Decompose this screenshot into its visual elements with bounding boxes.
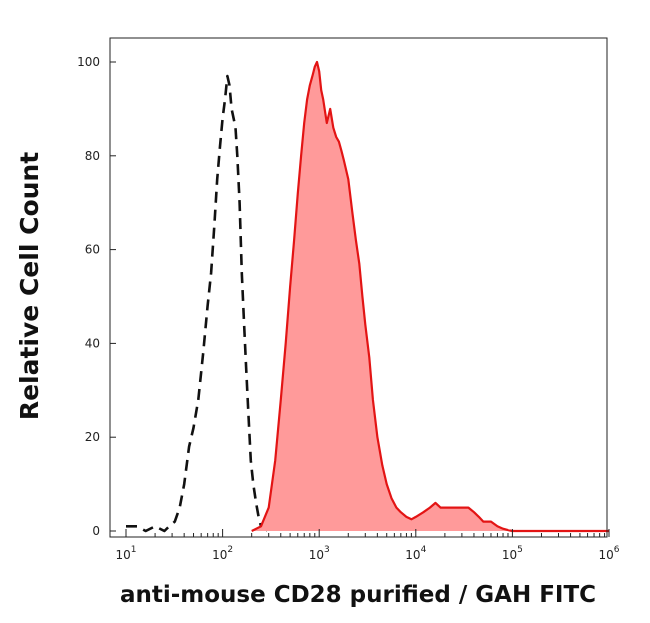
x-tick-label: 105 (502, 545, 523, 562)
plot-frame (109, 37, 608, 538)
x-axis-title: anti-mouse CD28 purified / GAH FITC (120, 582, 596, 608)
y-tick-label: 100 (77, 55, 100, 69)
series-1-line (251, 60, 609, 533)
y-tick-label: 60 (85, 243, 100, 257)
axes: 0 20 40 60 80 100 101 102 103 104 105 106 (77, 37, 620, 562)
x-tick-label: 103 (309, 545, 330, 562)
y-tick-label: 80 (85, 149, 100, 163)
y-tick-label: 40 (85, 336, 100, 350)
series-0-line (126, 74, 270, 533)
x-tick-label: 106 (598, 545, 619, 562)
x-tick-label: 102 (212, 545, 233, 562)
plot-area (126, 60, 609, 533)
y-tick-label: 0 (92, 524, 100, 538)
y-tick-label: 20 (85, 430, 100, 444)
y-axis-title: Relative Cell Count (15, 152, 44, 420)
x-tick-label: 104 (405, 545, 426, 562)
x-tick-label: 101 (115, 545, 136, 562)
series-1-area (251, 62, 609, 531)
